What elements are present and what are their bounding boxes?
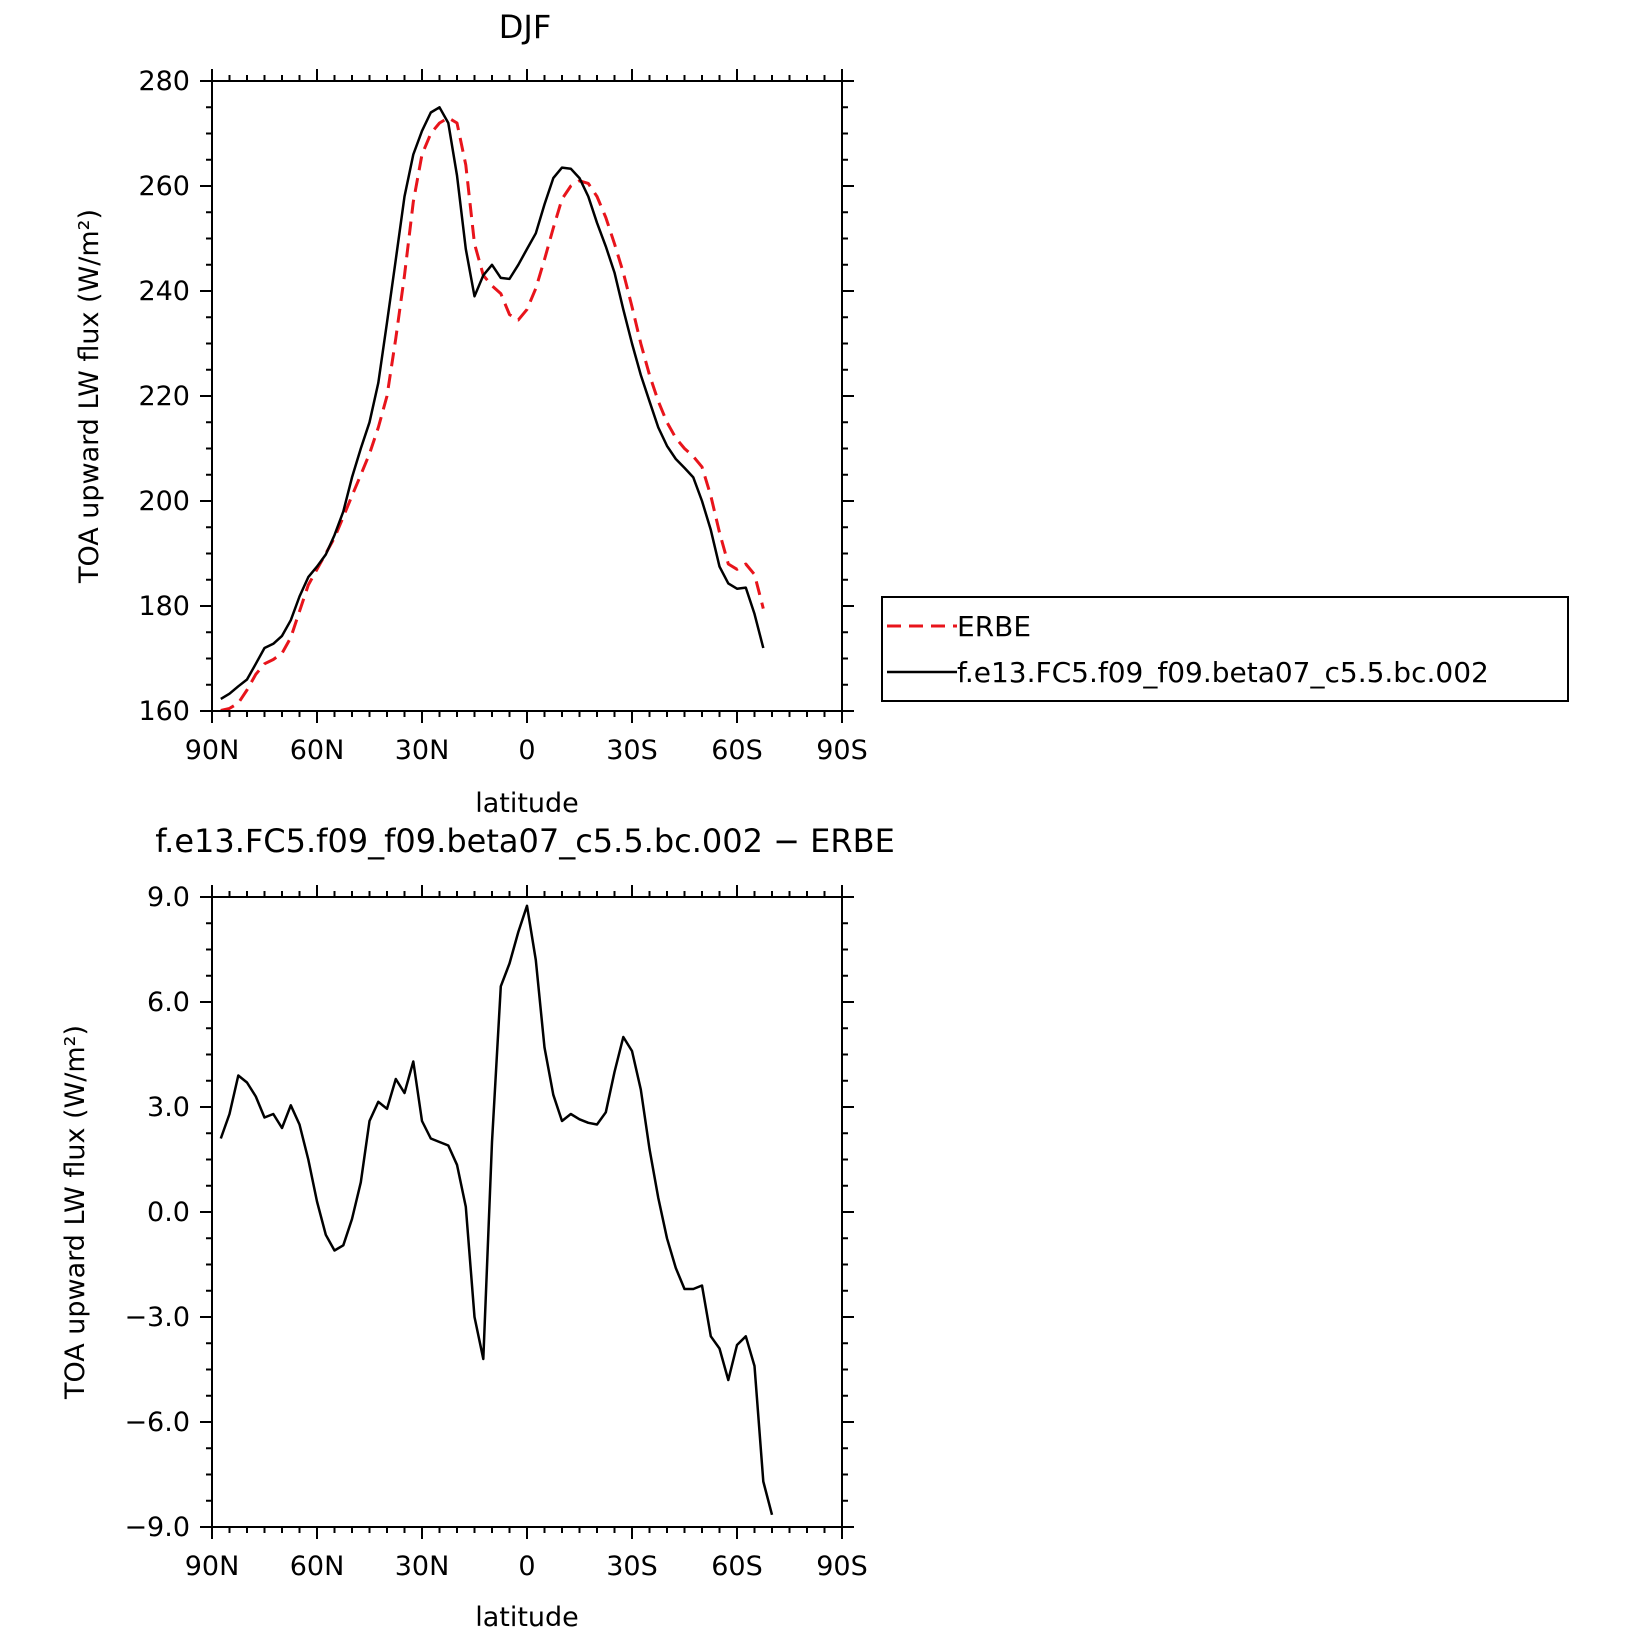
top-y-tick-label: 240	[138, 276, 190, 307]
top-y-tick-label: 260	[138, 171, 190, 202]
top-y-axis-label: TOA upward LW flux (W/m²)	[74, 209, 105, 584]
bottom-y-tick-label: 0.0	[147, 1197, 190, 1228]
top-x-tick-label: 60N	[290, 735, 345, 766]
top-panel: DJF 90N 60N 30N 0 30S 60S 90S 160 180 200 220 240 26…	[74, 8, 868, 819]
top-x-tick-label: 30N	[395, 735, 450, 766]
top-x-tick-label: 60S	[711, 735, 763, 766]
top-y-tick-label: 220	[138, 381, 190, 412]
bottom-y-tick-label: 9.0	[147, 882, 190, 913]
bottom-x-tick-label: 30N	[395, 1551, 450, 1582]
bottom-plot-frame	[211, 896, 843, 1528]
bottom-panel: f.e13.FC5.f09_f09.beta07_c5.5.bc.002 − E…	[60, 822, 895, 1630]
bottom-y-tick-label: 6.0	[147, 987, 190, 1018]
bottom-y-tick-label: −6.0	[124, 1407, 190, 1438]
top-y-tick-label: 160	[138, 696, 190, 727]
top-series-line-1	[220, 106, 765, 700]
top-x-tick-label: 0	[518, 735, 535, 766]
bottom-x-tick-label: 90S	[816, 1551, 868, 1582]
top-x-tick-label: 90S	[816, 735, 868, 766]
top-y-tick-label: 180	[138, 591, 190, 622]
bottom-x-tick-label: 60S	[711, 1551, 763, 1582]
bottom-y-tick-label: −3.0	[124, 1302, 190, 1333]
top-plot-frame	[211, 80, 843, 712]
bottom-y-tick-label: −9.0	[124, 1512, 190, 1543]
legend-box	[881, 596, 1569, 702]
top-chart-title: DJF	[499, 8, 551, 46]
top-y-tick-label: 200	[138, 486, 190, 517]
bottom-x-tick-label: 60N	[290, 1551, 345, 1582]
bottom-y-tick-label: 3.0	[147, 1092, 190, 1123]
top-x-tick-label: 90N	[185, 735, 240, 766]
legend-label-model: f.e13.FC5.f09_f09.beta07_c5.5.bc.002	[957, 656, 1489, 689]
bottom-series-line-0	[219, 904, 774, 1516]
top-chart-marks: 90N 60N 30N 0 30S 60S 90S 160 180 200 220 240 260 280	[138, 66, 867, 766]
bottom-x-tick-label: 30S	[606, 1551, 658, 1582]
top-series-line-0	[220, 116, 765, 712]
bottom-x-tick-label: 90N	[185, 1551, 240, 1582]
bottom-chart-marks: 90N 60N 30N 0 30S 60S 90S −9.0 −6.0 −3.0 0.0 3.0 6.0…	[124, 882, 867, 1582]
bottom-y-axis-label: TOA upward LW flux (W/m²)	[60, 1025, 91, 1400]
bottom-x-tick-label: 0	[518, 1551, 535, 1582]
top-y-tick-label: 280	[138, 66, 190, 97]
bottom-x-axis-label: latitude	[475, 1602, 579, 1630]
legend-label-erbe: ERBE	[957, 610, 1031, 643]
top-x-tick-label: 30S	[606, 735, 658, 766]
legend: ERBE f.e13.FC5.f09_f09.beta07_c5.5.bc.00…	[881, 596, 1569, 702]
top-x-axis-label: latitude	[475, 788, 579, 819]
bottom-chart-title: f.e13.FC5.f09_f09.beta07_c5.5.bc.002 − E…	[155, 822, 895, 860]
